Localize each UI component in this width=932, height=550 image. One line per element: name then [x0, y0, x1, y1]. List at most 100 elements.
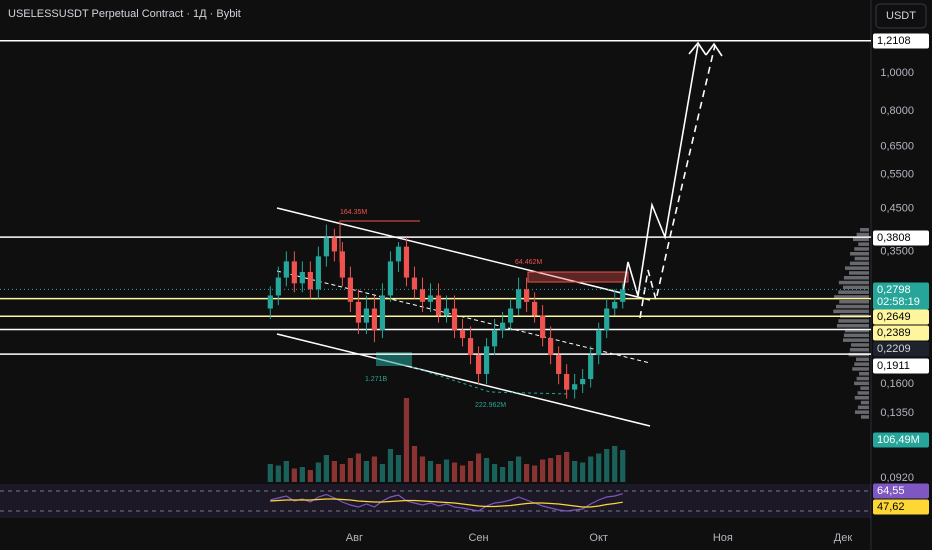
volume-profile	[860, 415, 869, 419]
volume-bar	[443, 459, 450, 482]
volume-profile	[857, 391, 869, 395]
price-tag-label: 0,3808	[877, 232, 911, 244]
volume-profile	[836, 324, 869, 328]
candle-body	[556, 355, 562, 374]
y-tick-label: 0,0920	[880, 472, 914, 484]
price-tag-label: 0,1911	[877, 360, 910, 372]
candle-body	[283, 261, 289, 278]
price-tag-label: 64,55	[877, 485, 905, 497]
volume-bar	[371, 456, 378, 482]
volume-bar	[532, 465, 538, 482]
volume-bar	[604, 449, 610, 482]
chart-title: USELESSUSDT Perpetual Contract · 1Д · By…	[8, 8, 241, 20]
volume-profile	[860, 386, 869, 390]
volume-bar	[387, 449, 394, 482]
candle-body	[451, 308, 458, 331]
volume-profile	[848, 271, 869, 275]
price-tag	[873, 358, 929, 374]
volume-bar	[355, 453, 362, 482]
candle-body	[491, 330, 498, 347]
arrowhead	[688, 41, 707, 56]
volume-profile	[850, 252, 869, 256]
volume-bar	[419, 456, 426, 482]
channel-mid	[276, 270, 651, 364]
candle-body	[596, 330, 602, 356]
x-tick-label: Дек	[834, 532, 853, 544]
volume-profile	[854, 410, 869, 414]
volume-profile	[856, 357, 869, 362]
volume-bar	[572, 461, 578, 482]
candle-body	[515, 289, 522, 309]
volume-profile	[839, 300, 869, 304]
volume-bar	[475, 453, 482, 482]
candle-body	[475, 355, 482, 374]
volume-profile	[838, 319, 869, 323]
volume-profile	[856, 376, 869, 381]
volume-bar	[556, 455, 562, 482]
price-tag-label: 0,2389	[877, 327, 911, 339]
candle-body	[507, 308, 514, 323]
candle-body	[379, 295, 386, 331]
candle-body	[532, 301, 538, 316]
x-tick-label: Авг	[346, 532, 363, 544]
candle-body	[371, 308, 378, 331]
volume-profile	[851, 343, 869, 347]
volume-profile	[842, 285, 869, 290]
candle-body	[612, 301, 618, 309]
arrowhead	[705, 42, 723, 57]
volume-profile	[845, 266, 869, 270]
candle-body	[307, 272, 313, 290]
volume-bar	[515, 456, 522, 482]
annotation: 64.462M	[515, 259, 542, 266]
volume-bar	[435, 464, 442, 482]
volume-bar	[524, 464, 530, 482]
candle-body	[483, 346, 490, 374]
volume-bar	[548, 458, 554, 482]
volume-bar	[588, 456, 594, 482]
volume-profile	[849, 348, 869, 352]
volume-profile	[860, 228, 869, 232]
candle-body	[499, 322, 506, 331]
y-tick-label: 0,1350	[880, 407, 914, 419]
candle-body	[459, 330, 466, 339]
candle-body	[275, 277, 281, 296]
currency-button[interactable]	[875, 3, 927, 29]
candle-body	[339, 251, 345, 278]
volume-profile	[842, 338, 869, 342]
y-tick-label: 0,6500	[880, 140, 914, 152]
volume-bar	[307, 470, 313, 482]
price-tag-label: 0,2798	[877, 284, 911, 296]
volume-profile	[859, 372, 869, 376]
candle-body	[620, 289, 626, 302]
price-tag	[873, 499, 929, 515]
volume-bar	[323, 455, 329, 482]
currency-label[interactable]: USDT	[886, 10, 916, 22]
rsi-line	[270, 493, 623, 512]
channel-upper	[276, 207, 651, 301]
volume-profile	[838, 280, 869, 285]
volume-profile	[843, 276, 869, 280]
candle-body	[540, 315, 546, 339]
price-tag	[873, 309, 929, 325]
volume-bar	[339, 464, 345, 482]
candle-body	[267, 295, 273, 309]
volume-profile	[854, 362, 869, 366]
volume-bar	[491, 464, 498, 482]
volume-profile	[854, 247, 869, 251]
projection-dashed	[639, 44, 716, 319]
candle-body	[419, 289, 426, 302]
candle-body	[604, 308, 610, 331]
volume-profile	[858, 242, 869, 246]
annotation: 164.35M	[340, 209, 367, 216]
support-box	[376, 352, 412, 366]
volume-profile	[838, 290, 869, 294]
candle-body	[323, 237, 329, 257]
candle-body	[355, 301, 362, 323]
x-tick-label: Ноя	[713, 532, 733, 544]
volume-bar	[347, 458, 354, 482]
volume-bar	[540, 459, 546, 482]
price-tag	[873, 432, 929, 448]
volume-bar	[459, 465, 466, 482]
